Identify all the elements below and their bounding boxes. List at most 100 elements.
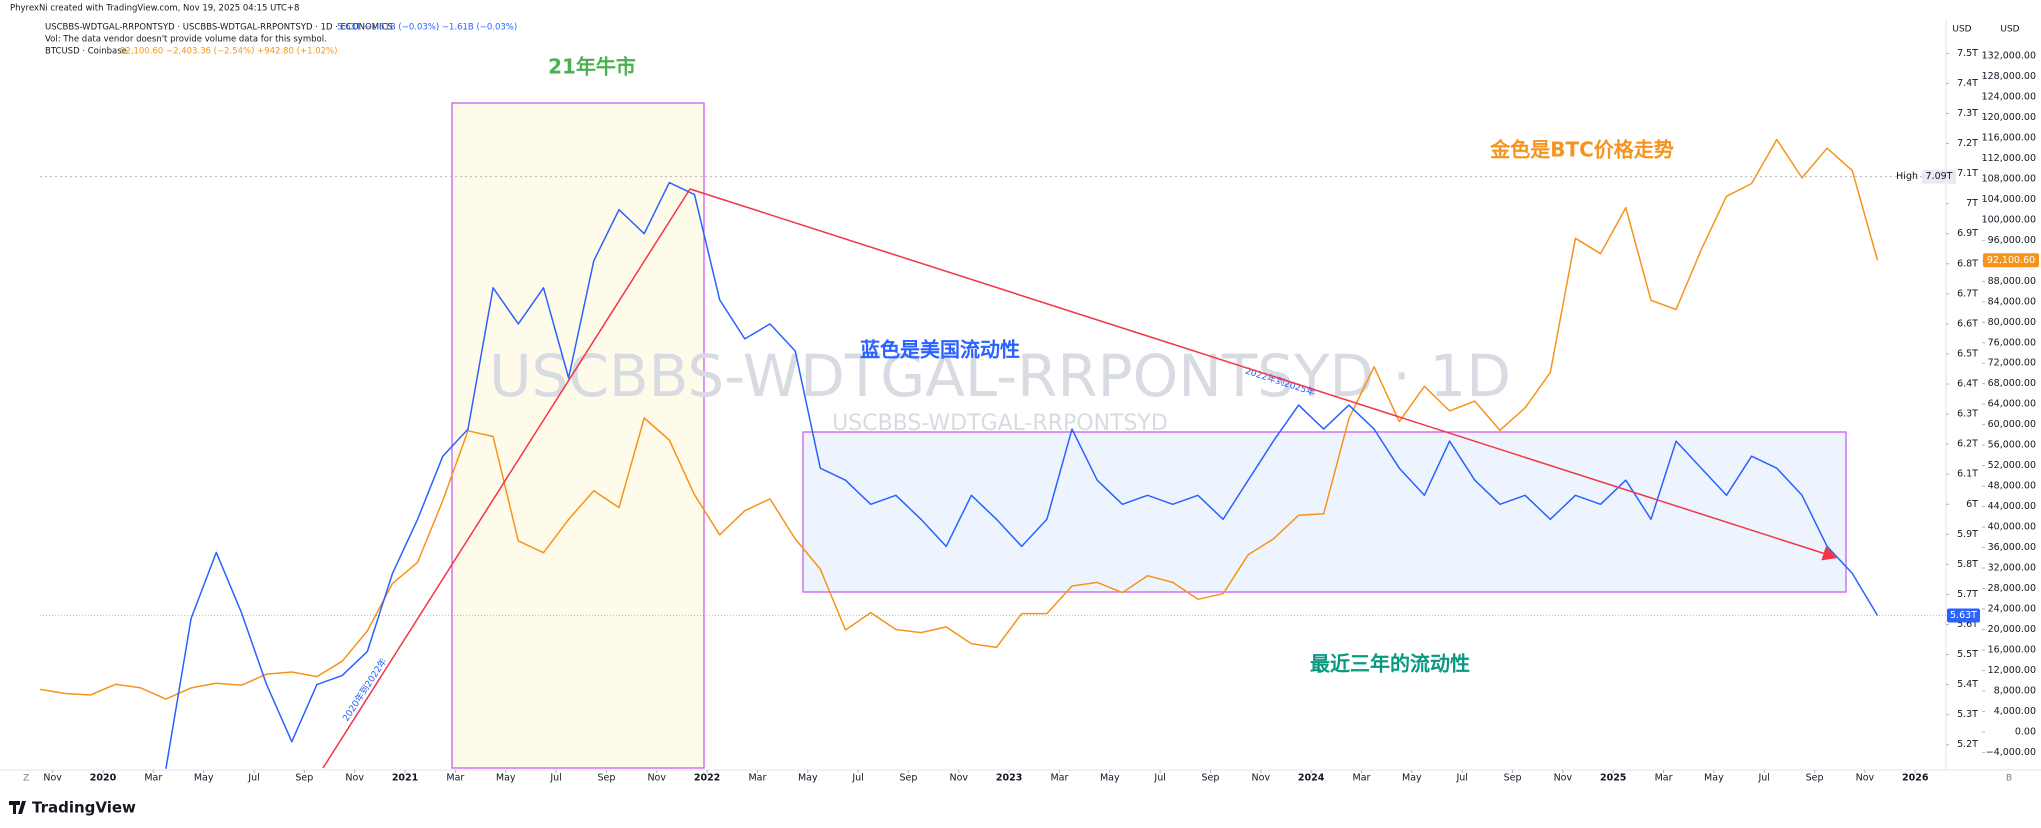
y2-tick-label: 52,000.00 [1988,460,2036,471]
y-tick-label: 5.6T [1957,619,1978,630]
x-tick-label: Mar [1353,773,1371,784]
legend-name: BTCUSD · Coinbase [45,47,127,57]
y2-tick-label: 16,000.00 [1988,644,2036,655]
x-tick-label: 2023 [996,773,1022,784]
x-tick-label: Sep [1806,773,1824,784]
bull-box [451,102,705,769]
legend-stats: 92,100.60 −2,403.36 (−2.54%) +942.80 (+1… [120,47,337,57]
x-tick-label: May [1402,773,1422,784]
y2-tick-label: 128,000.00 [1982,71,2036,82]
corner-label[interactable]: Z [23,774,29,784]
y-tick-label: 7.4T [1957,78,1978,89]
annotation: 最近三年的流动性 [1310,652,1470,676]
x-tick-label: Sep [295,773,313,784]
high-value: 7.09T [1926,171,1953,182]
series-line [165,181,1879,769]
y-tick-label: 6.7T [1957,288,1978,299]
axis-header: USD [2000,25,2019,35]
y2-tick-label: 40,000.00 [1988,522,2036,533]
x-tick-label: Nov [950,773,969,784]
y-tick-label: 5.8T [1957,559,1978,570]
x-tick-label: Mar [446,773,464,784]
y-tick-label: 5.5T [1957,649,1978,660]
y-tick-label: 5.7T [1957,589,1978,600]
high-label: High [1896,171,1918,182]
y-tick-label: 5.4T [1957,679,1978,690]
y2-tick-label: 32,000.00 [1988,563,2036,574]
price-badge-label: 92,100.60 [1987,255,2035,266]
y2-tick-label: 20,000.00 [1988,624,2036,635]
price-badge-label: 5.63T [1950,610,1977,621]
trend-line [689,188,1838,561]
y2-tick-label: 120,000.00 [1982,112,2036,123]
x-tick-label: Mar [748,773,766,784]
price-badge [1947,608,1980,623]
x-tick-label: Sep [1202,773,1220,784]
y2-tick-label: 124,000.00 [1982,91,2036,102]
y2-tick-label: 88,000.00 [1988,276,2036,287]
y2-tick-label: 116,000.00 [1982,132,2036,143]
y-tick-label: 6.2T [1957,439,1978,450]
legend-name: USCBBS-WDTGAL-RRPONTSYD · USCBBS-WDTGAL-… [45,23,393,33]
annotation: 金色是BTC价格走势 [1489,138,1674,162]
x-tick-label: Sep [1504,773,1522,784]
corner-label[interactable]: B [2006,774,2012,784]
brand: TradingView [32,799,136,817]
y-tick-label: 6T [1966,499,1978,510]
y-tick-label: 5.2T [1957,739,1978,750]
x-tick-label: Nov [1252,773,1271,784]
y-tick-label: 7T [1966,198,1978,209]
y2-tick-label: 0.00 [2015,726,2036,737]
y2-tick-label: 108,000.00 [1982,173,2036,184]
x-tick-label: Jul [1757,773,1769,784]
y2-tick-label: 84,000.00 [1988,296,2036,307]
x-tick-label: 2026 [1902,773,1929,784]
y2-tick-label: 36,000.00 [1988,542,2036,553]
y-tick-label: 6.8T [1957,258,1978,269]
y2-tick-label: 80,000.00 [1988,317,2036,328]
y2-tick-label: 28,000.00 [1988,583,2036,594]
y2-tick-label: 44,000.00 [1988,501,2036,512]
x-tick-label: 2024 [1298,773,1325,784]
y2-tick-label: 4,000.00 [1994,706,2036,717]
x-tick-label: Mar [1050,773,1068,784]
axis-header: USD [1952,25,1971,35]
y2-tick-label: 132,000.00 [1982,50,2036,61]
annotation: 21年牛市 [548,55,636,79]
x-tick-label: Mar [144,773,162,784]
brand-logo [9,801,26,814]
x-tick-label: Jul [1153,773,1165,784]
x-tick-label: Sep [597,773,615,784]
y2-tick-label: 68,000.00 [1988,378,2036,389]
y-tick-label: 5.3T [1957,709,1978,720]
y-tick-label: 6.9T [1957,228,1978,239]
y-tick-label: 7.1T [1957,168,1978,179]
y-tick-label: 7.2T [1957,138,1978,149]
price-badge [1983,253,2039,268]
y2-tick-label: 12,000.00 [1988,665,2036,676]
y2-tick-label: 76,000.00 [1988,337,2036,348]
x-tick-label: May [798,773,818,784]
x-tick-label: Sep [899,773,917,784]
y2-tick-label: 24,000.00 [1988,604,2036,615]
x-tick-label: Jul [247,773,259,784]
x-tick-label: Jul [549,773,561,784]
y2-tick-label: 72,000.00 [1988,358,2036,369]
y-tick-label: 7.5T [1957,48,1978,59]
y2-tick-label: 60,000.00 [1988,419,2036,430]
x-tick-label: Nov [647,773,666,784]
y2-tick-label: 8,000.00 [1994,685,2036,696]
y-tick-label: 6.6T [1957,318,1978,329]
x-tick-label: Nov [43,773,62,784]
x-tick-label: Jul [1455,773,1467,784]
x-tick-label: Nov [345,773,364,784]
y2-tick-label: 48,000.00 [1988,481,2036,492]
x-tick-label: 2021 [392,773,418,784]
y-tick-label: 5.9T [1957,529,1978,540]
vol-note: Vol: The data vendor doesn't provide vol… [45,35,327,45]
y-tick-label: 6.5T [1957,348,1978,359]
x-tick-label: Mar [1655,773,1673,784]
attribution: PhyrexNi created with TradingView.com, N… [10,4,299,14]
